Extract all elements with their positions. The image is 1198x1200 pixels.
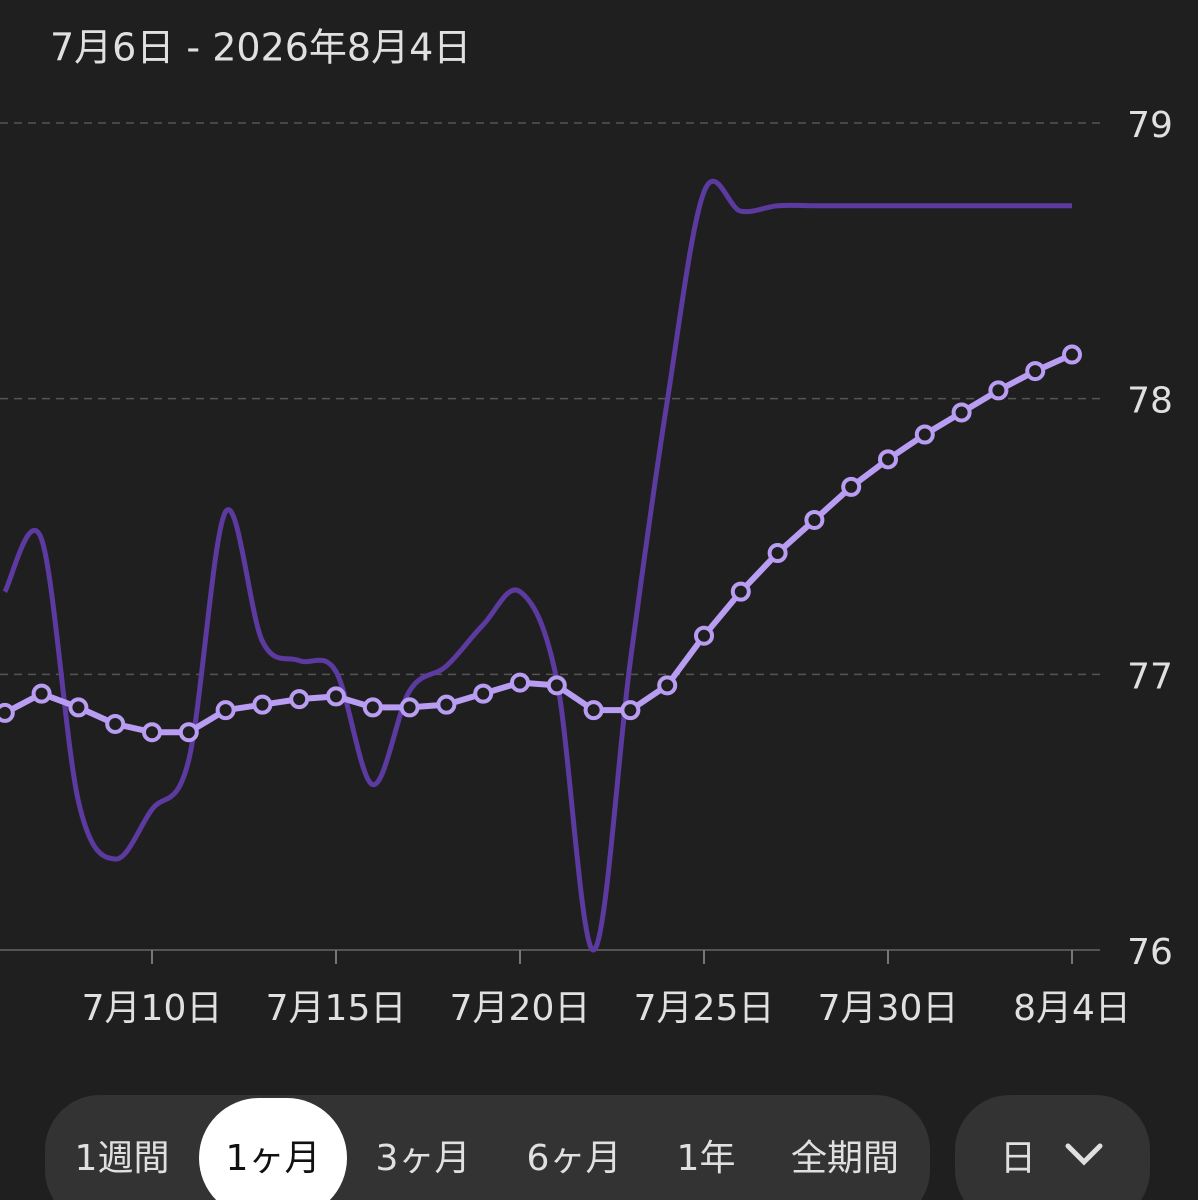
point — [694, 625, 714, 646]
plot: 76 77 78 79 7月10日 7月15日 7月20日 7月25日 7月30日 8月4日 — [0, 105, 1173, 1029]
point — [105, 713, 126, 734]
period-option[interactable]: 全期間 — [791, 1138, 899, 1179]
point — [730, 581, 751, 602]
point — [914, 424, 935, 445]
x-tick-label: 7月20日 — [450, 988, 591, 1029]
y-tick-label: 78 — [1127, 381, 1173, 422]
period-option[interactable]: 3ヶ月 — [376, 1138, 471, 1179]
point — [510, 672, 530, 693]
point — [178, 722, 199, 743]
point — [31, 683, 52, 704]
y-tick-label: 77 — [1127, 656, 1173, 697]
point — [841, 476, 862, 497]
point — [804, 509, 825, 530]
point — [951, 402, 972, 423]
period-option[interactable]: 1ヶ月 — [226, 1138, 321, 1179]
x-tick-label: 8月4日 — [1013, 988, 1131, 1029]
point — [767, 543, 788, 564]
period-selected[interactable] — [199, 1098, 347, 1200]
point — [546, 675, 567, 696]
point — [473, 683, 494, 704]
x-tick-label: 7月10日 — [82, 988, 223, 1029]
point — [0, 702, 15, 723]
period-option[interactable]: 1週間 — [75, 1138, 170, 1179]
point — [878, 449, 898, 470]
point — [620, 700, 641, 721]
point — [215, 700, 236, 721]
point — [362, 697, 383, 718]
point — [142, 722, 162, 743]
x-tick-label: 7月30日 — [818, 988, 959, 1029]
point — [436, 694, 457, 715]
series-line — [2, 179, 1072, 953]
x-tick-label: 7月25日 — [634, 988, 775, 1029]
point — [988, 380, 1009, 401]
period-option[interactable]: 6ヶ月 — [527, 1138, 622, 1179]
point — [252, 694, 273, 715]
unit-label[interactable]: 日 — [1000, 1138, 1036, 1179]
chevron[interactable] — [1065, 1143, 1103, 1166]
point — [289, 689, 310, 710]
y-tick-label: 79 — [1127, 105, 1173, 146]
unit-selector[interactable] — [955, 1095, 1150, 1200]
point — [657, 675, 678, 696]
x-tick-label: 7月15日 — [266, 988, 407, 1029]
point — [583, 700, 604, 721]
period-option[interactable]: 1年 — [677, 1138, 736, 1179]
point — [399, 697, 420, 718]
y-tick-label: 76 — [1127, 932, 1173, 973]
chart-title: 7月6日 - 2026年8月4日 — [50, 26, 471, 70]
controls: 1週間 1ヶ月 3ヶ月 6ヶ月 1年 全期間 日 — [75, 1098, 1036, 1200]
point — [1025, 361, 1046, 382]
point — [1062, 344, 1082, 365]
point — [68, 697, 89, 718]
point — [326, 686, 346, 707]
